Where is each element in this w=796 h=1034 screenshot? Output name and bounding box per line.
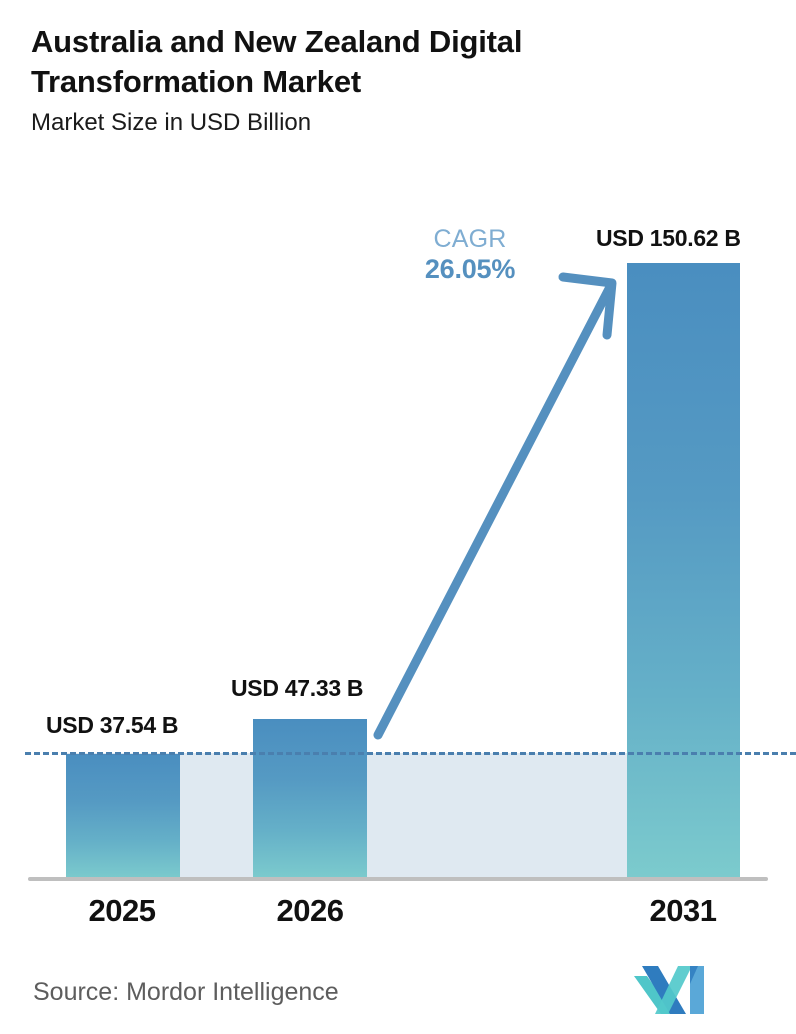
x-tick-label-2031: 2031	[649, 893, 717, 928]
bar-2025	[66, 754, 180, 879]
bar-2031	[627, 263, 740, 879]
cagr-label: CAGR	[433, 225, 507, 253]
chart-header: Australia and New Zealand Digital Transf…	[31, 22, 751, 138]
cagr-value: 26.05%	[424, 254, 516, 285]
source-attribution: Source: Mordor Intelligence	[33, 978, 339, 1006]
bar-value-label-2026: USD 47.33 B	[231, 675, 364, 701]
bar-2026	[253, 719, 367, 879]
cagr-arrow-icon	[373, 272, 617, 740]
mordor-intelligence-logo-icon	[634, 966, 704, 1014]
bar-value-label-2025: USD 37.54 B	[46, 712, 179, 738]
bar-value-label-2031: USD 150.62 B	[596, 225, 741, 251]
x-tick-label-2025: 2025	[88, 893, 156, 928]
reference-dashed-line	[25, 752, 796, 755]
chart-subtitle: Market Size in USD Billion	[31, 109, 312, 137]
cagr-callout: CAGR 26.05%	[404, 226, 536, 285]
x-axis-line	[28, 877, 768, 881]
slot-background-gap	[366, 753, 627, 879]
page-title: Australia and New Zealand Digital Transf…	[31, 24, 523, 99]
x-tick-label-2026: 2026	[276, 893, 344, 928]
